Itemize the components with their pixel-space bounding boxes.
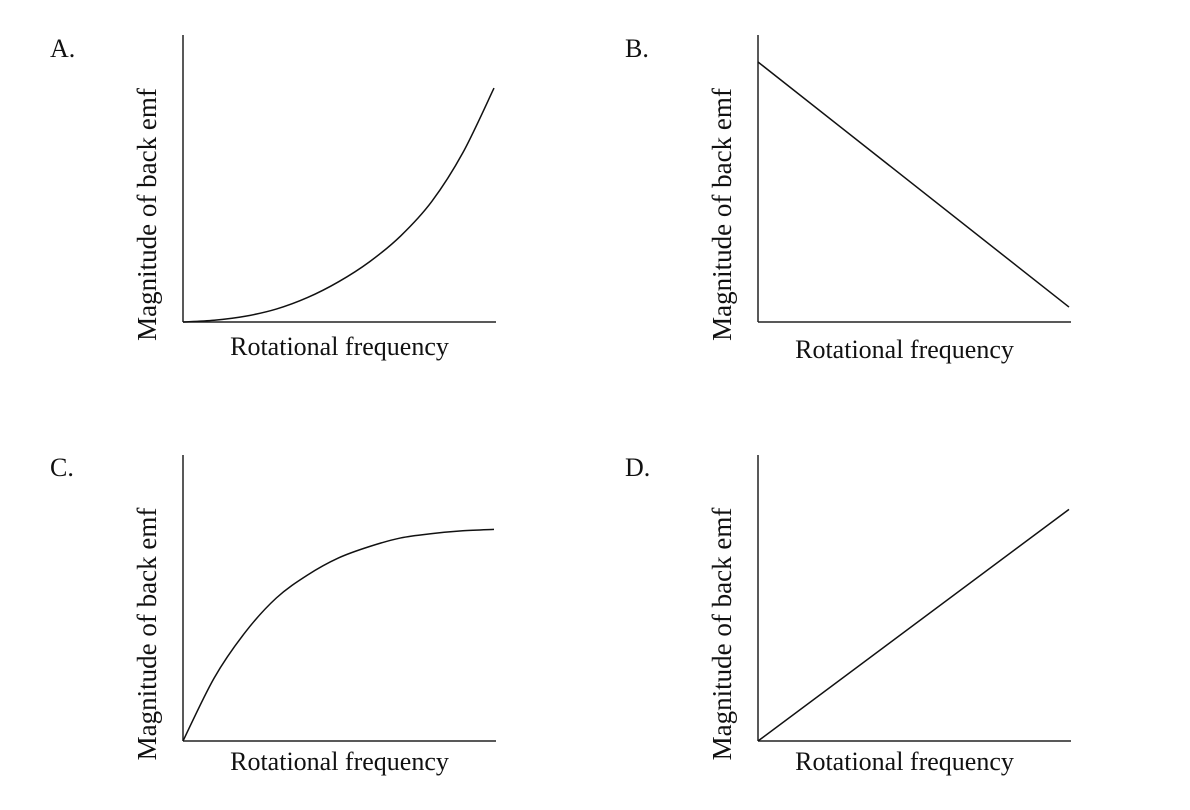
y-axis-label-b: Magnitude of back emf: [707, 88, 737, 341]
x-axis-label-d: Rotational frequency: [795, 747, 1014, 776]
panel-label-d: D.: [625, 453, 650, 482]
panel-label-c: C.: [50, 453, 74, 482]
y-axis-label-a: Magnitude of back emf: [132, 88, 162, 341]
x-axis-label-c: Rotational frequency: [230, 747, 449, 776]
x-axis-label-a: Rotational frequency: [230, 332, 449, 361]
curve-b: [757, 61, 1070, 308]
curve-a: [182, 87, 495, 323]
panel-label-b: B.: [625, 34, 649, 63]
curve-d: [757, 508, 1070, 742]
y-axis-label-d: Magnitude of back emf: [707, 508, 737, 761]
panel-label-a: A.: [50, 34, 75, 63]
curve-c: [182, 528, 495, 742]
x-axis-label-b: Rotational frequency: [795, 335, 1014, 364]
y-axis-label-c: Magnitude of back emf: [132, 508, 162, 761]
